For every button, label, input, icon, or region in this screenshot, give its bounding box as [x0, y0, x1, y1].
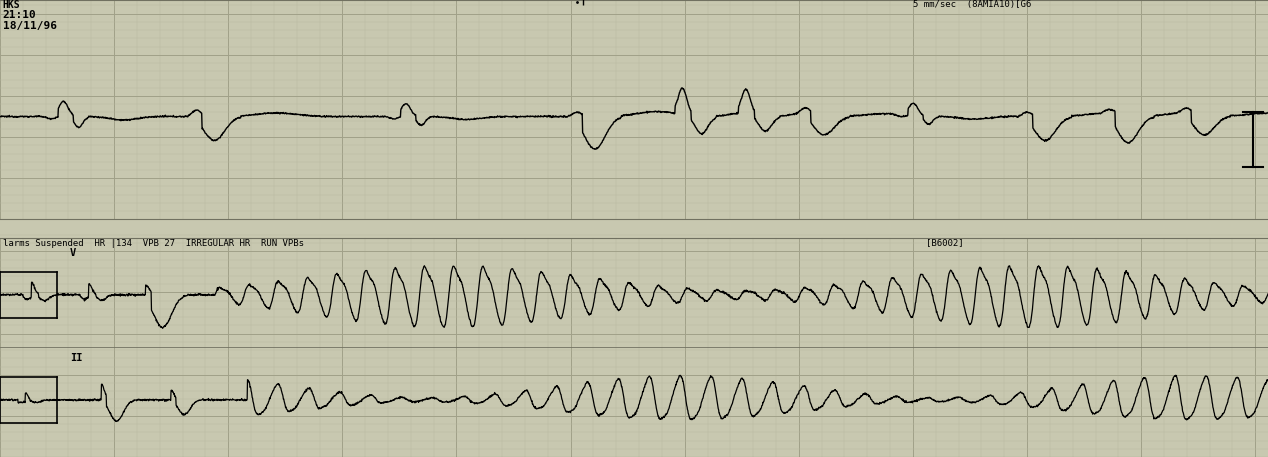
Text: 21:10: 21:10	[3, 10, 37, 20]
Text: II: II	[70, 353, 82, 363]
Text: V: V	[70, 248, 76, 258]
Text: 18/11/96: 18/11/96	[3, 21, 57, 31]
Text: HKS: HKS	[3, 0, 20, 11]
Text: [B6002]: [B6002]	[926, 239, 964, 248]
Text: 5 mm/sec  (8AMIA10)[G6: 5 mm/sec (8AMIA10)[G6	[913, 0, 1031, 10]
Text: larms Suspended  HR |134  VPB 27  IRREGULAR HR  RUN VPBs: larms Suspended HR |134 VPB 27 IRREGULAR…	[3, 239, 303, 248]
